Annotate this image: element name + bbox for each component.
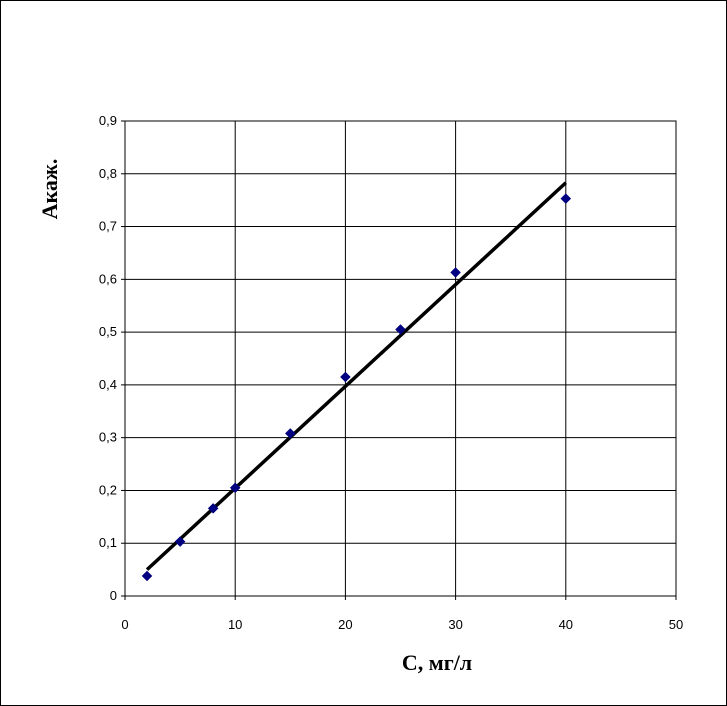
y-tick-label: 0,1 (99, 535, 117, 550)
data-point (174, 536, 186, 547)
y-tick-label: 0,7 (99, 219, 117, 234)
x-tick-label: 0 (121, 617, 128, 632)
plot-area (124, 120, 677, 597)
x-tick-label: 40 (559, 617, 573, 632)
data-point (141, 570, 153, 582)
x-tick-label: 50 (669, 617, 683, 632)
data-point (450, 267, 461, 278)
y-tick-label: 0,2 (99, 482, 117, 497)
data-point (284, 428, 296, 439)
data-points (141, 193, 572, 582)
y-tick-label: 0,6 (99, 271, 117, 286)
data-point (560, 193, 572, 204)
y-tick-label: 0,8 (99, 166, 117, 181)
x-tick-label: 10 (228, 617, 242, 632)
x-tick-label: 30 (448, 617, 462, 632)
y-tick-label: 0,4 (99, 377, 117, 392)
data-point (207, 503, 219, 514)
y-tick-label: 0 (110, 588, 117, 603)
y-tick-label: 0,5 (99, 324, 117, 339)
axis-ticks: 0 0,1 0,2 0,3 0,4 0,5 0,6 0,7 0,8 0,9 0 10 20 30 40 50 (99, 113, 683, 632)
data-point (395, 324, 406, 335)
x-tick-label: 20 (338, 617, 352, 632)
trendline (145, 181, 567, 571)
y-axis-title: Акаж. (37, 159, 62, 220)
data-point (229, 482, 241, 494)
trendline-group (145, 181, 567, 571)
y-tick-label: 0,9 (99, 113, 117, 128)
data-point (340, 371, 351, 383)
grid-lines (125, 121, 676, 596)
y-tick-label: 0,3 (99, 430, 117, 445)
x-axis-title: C, мг/л (402, 650, 472, 675)
